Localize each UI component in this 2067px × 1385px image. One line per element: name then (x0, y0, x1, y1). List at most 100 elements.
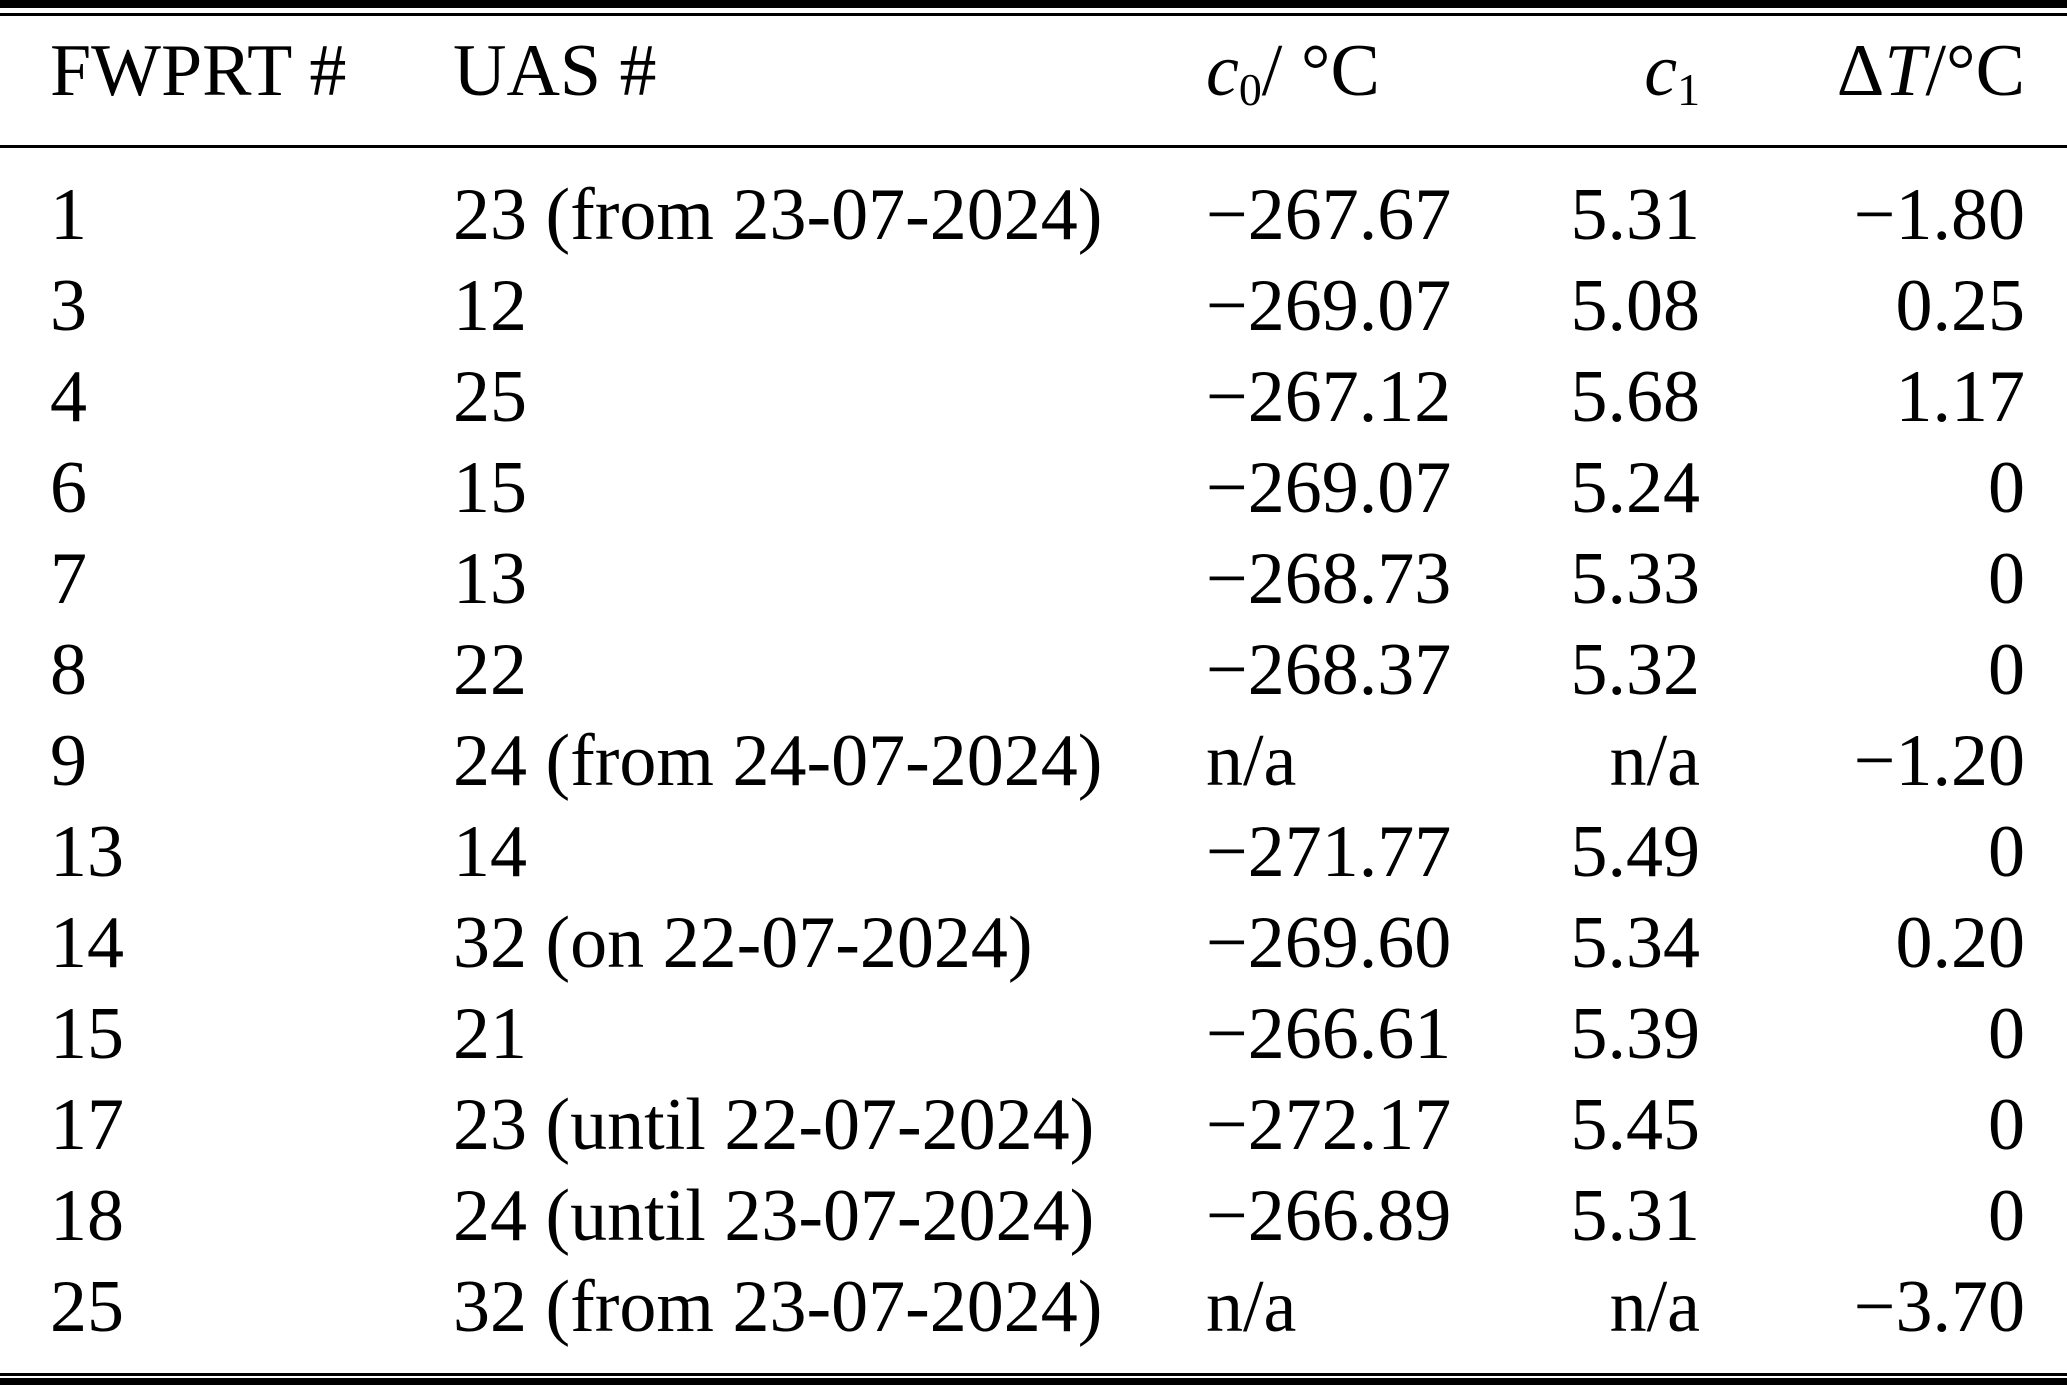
cell-c1: 5.34 (1570, 902, 1701, 984)
cell-c0: −271.77 (1206, 811, 1452, 893)
cell-dT: 0 (1988, 993, 2025, 1075)
cell-uas: 23 (from 23-07-2024) (453, 174, 1103, 256)
bottom-rule-thick (0, 1378, 2067, 1385)
cell-c0: n/a (1206, 1266, 1297, 1348)
cell-c0: −268.73 (1206, 538, 1452, 620)
cell-fwprt: 1 (50, 174, 87, 256)
table-row: 7 13 −268.73 5.33 0 (0, 534, 2067, 625)
header-c0-symbol: c (1206, 30, 1239, 112)
cell-c1: n/a (1609, 1266, 1700, 1348)
header-c0-unit: / °C (1261, 30, 1380, 112)
cell-c1: 5.49 (1570, 811, 1701, 893)
header-dt: ΔT/°C (1700, 16, 2067, 148)
cell-c1: 5.32 (1570, 629, 1701, 711)
cell-c1: 5.31 (1570, 174, 1701, 256)
cell-c1: 5.08 (1570, 265, 1701, 347)
table-row: 15 21 −266.61 5.39 0 (0, 989, 2067, 1080)
cell-c0: −269.60 (1206, 902, 1452, 984)
table-row: 4 25 −267.12 5.68 1.17 (0, 352, 2067, 443)
cell-dT: −1.20 (1853, 720, 2025, 802)
cell-dT: −3.70 (1853, 1266, 2025, 1348)
cell-c0: −267.67 (1206, 174, 1452, 256)
cell-c0: −269.07 (1206, 265, 1452, 347)
table-row: 14 32 (on 22-07-2024) −269.60 5.34 0.20 (0, 898, 2067, 989)
cell-c0: n/a (1206, 720, 1297, 802)
table-row: 3 12 −269.07 5.08 0.25 (0, 261, 2067, 352)
cell-c1: n/a (1609, 720, 1700, 802)
cell-c0: −266.89 (1206, 1175, 1452, 1257)
cell-fwprt: 3 (50, 265, 87, 347)
cell-uas: 32 (from 23-07-2024) (453, 1266, 1103, 1348)
cell-c1: 5.45 (1570, 1084, 1701, 1166)
table-header: FWPRT # UAS # c0/ °C c1 ΔT/°C (0, 16, 2067, 148)
header-fwprt: FWPRT # (0, 16, 453, 148)
cell-fwprt: 8 (50, 629, 87, 711)
header-c0-subscript: 0 (1238, 64, 1262, 116)
cell-uas: 21 (453, 993, 527, 1075)
header-c1: c1 (1530, 16, 1700, 148)
cell-c0: −267.12 (1206, 356, 1452, 438)
table-row: 8 22 −268.37 5.32 0 (0, 625, 2067, 716)
cell-c1: 5.39 (1570, 993, 1701, 1075)
cell-uas: 22 (453, 629, 527, 711)
cell-dT: 1.17 (1895, 356, 2026, 438)
cell-fwprt: 18 (50, 1175, 124, 1257)
table-row: 9 24 (from 24-07-2024) n/a n/a −1.20 (0, 716, 2067, 807)
bottom-rule-thin (0, 1373, 2067, 1376)
header-fwprt-label: FWPRT # (50, 30, 347, 112)
header-dt-unit: /°C (1925, 30, 2025, 112)
table-row: 25 32 (from 23-07-2024) n/a n/a −3.70 (0, 1262, 2067, 1373)
cell-dT: 0 (1988, 447, 2025, 529)
cell-dT: 0 (1988, 1175, 2025, 1257)
cell-c0: −269.07 (1206, 447, 1452, 529)
cell-c0: −266.61 (1206, 993, 1452, 1075)
table-row: 13 14 −271.77 5.49 0 (0, 807, 2067, 898)
top-rule-thin (0, 13, 2067, 16)
table-row: 1 23 (from 23-07-2024) −267.67 5.31 −1.80 (0, 148, 2067, 261)
cell-c1: 5.24 (1570, 447, 1701, 529)
header-uas: UAS # (453, 16, 1206, 148)
cell-dT: 0.20 (1895, 902, 2026, 984)
cell-dT: 0 (1988, 629, 2025, 711)
cell-uas: 32 (on 22-07-2024) (453, 902, 1033, 984)
cell-fwprt: 4 (50, 356, 87, 438)
header-dt-symbol: T (1884, 30, 1926, 112)
cell-c1: 5.31 (1570, 1175, 1701, 1257)
cell-uas: 14 (453, 811, 527, 893)
cell-uas: 24 (until 23-07-2024) (453, 1175, 1095, 1257)
cell-uas: 15 (453, 447, 527, 529)
top-rule-thick (0, 0, 2067, 8)
cell-dT: 0 (1988, 1084, 2025, 1166)
cell-c1: 5.68 (1570, 356, 1701, 438)
cell-uas: 23 (until 22-07-2024) (453, 1084, 1095, 1166)
table-body: 1 23 (from 23-07-2024) −267.67 5.31 −1.80 3 12… (0, 148, 2067, 1373)
table-row: 17 23 (until 22-07-2024) −272.17 5.45 0 (0, 1080, 2067, 1171)
cell-uas: 25 (453, 356, 527, 438)
top-rule-gap (0, 8, 2067, 13)
cell-dT: 0 (1988, 811, 2025, 893)
cell-fwprt: 6 (50, 447, 87, 529)
cell-fwprt: 9 (50, 720, 87, 802)
header-c1-symbol: c (1644, 30, 1678, 112)
cell-fwprt: 13 (50, 811, 124, 893)
cell-fwprt: 14 (50, 902, 124, 984)
cell-fwprt: 25 (50, 1266, 124, 1348)
cell-dT: 0.25 (1895, 265, 2026, 347)
cell-c1: 5.33 (1570, 538, 1701, 620)
header-dt-delta: Δ (1836, 30, 1885, 112)
header-row: FWPRT # UAS # c0/ °C c1 ΔT/°C (0, 16, 2067, 148)
calibration-table: FWPRT # UAS # c0/ °C c1 ΔT/°C 1 23 (from … (0, 16, 2067, 1373)
header-c0: c0/ °C (1206, 16, 1530, 148)
bottom-rule-gap (0, 1376, 2067, 1378)
header-uas-label: UAS # (453, 30, 657, 112)
cell-uas: 12 (453, 265, 527, 347)
cell-fwprt: 7 (50, 538, 87, 620)
header-c1-subscript: 1 (1677, 64, 1700, 116)
cell-c0: −272.17 (1206, 1084, 1452, 1166)
cell-fwprt: 15 (50, 993, 124, 1075)
cell-c0: −268.37 (1206, 629, 1452, 711)
table-row: 6 15 −269.07 5.24 0 (0, 443, 2067, 534)
table-row: 18 24 (until 23-07-2024) −266.89 5.31 0 (0, 1171, 2067, 1262)
cell-fwprt: 17 (50, 1084, 124, 1166)
